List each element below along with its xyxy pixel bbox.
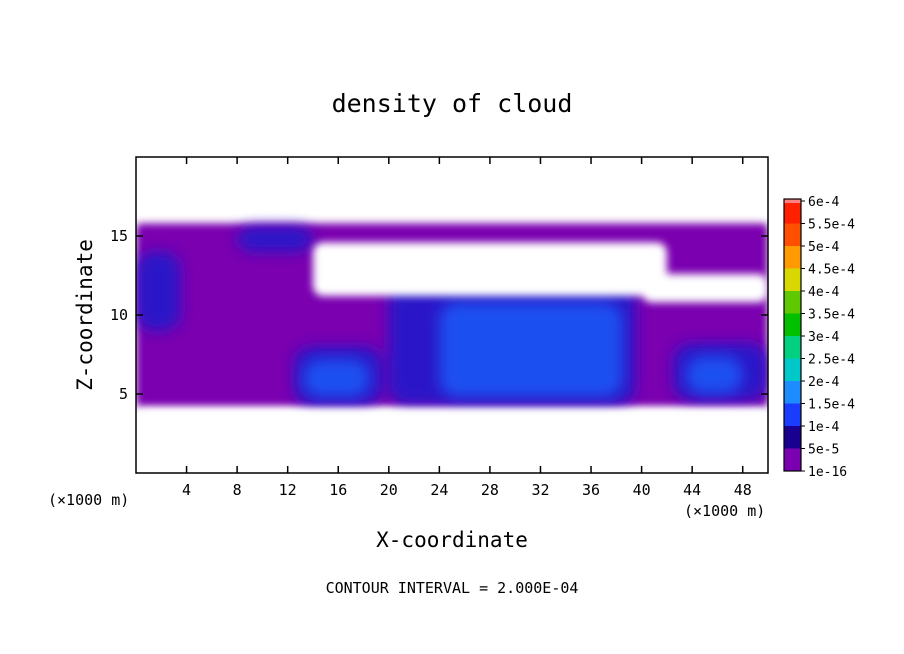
colorbar: 1e-16 5e-5 1e-4 1.5e-4 2e-4 2.5e-4 3e-4 3.5e-4 4… [783,195,855,480]
x-tick-label: 40 [633,481,651,499]
colorbar-label: 3e-4 [808,330,839,345]
clear-air [136,157,768,473]
colorbar-segment [784,291,801,314]
cloud-layer-2 [302,302,743,398]
clear-air-region [312,242,667,297]
x-axis-ticks: 4 8 12 16 20 24 28 32 36 40 44 48 [182,157,752,499]
chart-title: density of cloud [332,89,573,118]
cloud-region [136,251,181,331]
colorbar-segment [784,381,801,404]
x-tick-label: 44 [683,481,701,499]
colorbar-segment [784,201,801,224]
x-tick-label: 36 [582,481,600,499]
clear-air-region [136,157,768,192]
cloud-region [439,302,623,398]
colorbar-segment-top [784,199,801,203]
cloud-region [302,359,370,398]
x-tick-label: 32 [531,481,549,499]
x-tick-label: 16 [329,481,347,499]
x-unit-right: (×1000 m) [684,502,765,520]
colorbar-label: 2.5e-4 [808,353,855,368]
x-tick-label: 48 [734,481,752,499]
cloud-region [685,356,743,394]
colorbar-segment [784,336,801,359]
colorbar-segment [784,246,801,269]
x-unit-left: (×1000 m) [48,491,129,509]
colorbar-segment [784,313,801,336]
x-tick-label: 24 [430,481,448,499]
x-tick-label: 20 [380,481,398,499]
colorbar-label: 6e-4 [808,195,839,210]
contour-interval-note: CONTOUR INTERVAL = 2.000E-04 [326,579,579,597]
cloud-density-field [136,157,768,473]
x-tick-label: 4 [182,481,191,499]
y-tick-label: 5 [119,385,128,403]
y-tick-label: 10 [110,306,128,324]
y-axis-ticks: 5 10 15 [110,227,768,403]
colorbar-segment [784,223,801,246]
colorbar-segment [784,426,801,449]
colorbar-label: 1e-4 [808,420,839,435]
x-tick-label: 8 [233,481,242,499]
colorbar-label: 1e-16 [808,465,847,480]
colorbar-frame [783,198,802,472]
colorbar-label: 5e-4 [808,240,839,255]
colorbar-label: 5.5e-4 [808,218,855,233]
clear-air-region [641,273,768,303]
colorbar-segment [784,448,801,471]
colorbar-segment [784,358,801,381]
y-tick-label: 15 [110,227,128,245]
colorbar-label: 4e-4 [808,285,839,300]
colorbar-label: 5e-5 [808,443,839,458]
colorbar-label: 1.5e-4 [808,398,855,413]
y-axis-label: Z-coordinate [73,239,97,391]
colorbar-label: 2e-4 [808,375,839,390]
clear-air-region [136,409,768,473]
x-tick-label: 12 [279,481,297,499]
x-tick-label: 28 [481,481,499,499]
colorbar-segment [784,403,801,426]
colorbar-segment [784,268,801,291]
colorbar-label: 3.5e-4 [808,308,855,323]
cloud-region [237,226,313,252]
x-axis-label: X-coordinate [376,528,528,552]
colorbar-label: 4.5e-4 [808,263,855,278]
